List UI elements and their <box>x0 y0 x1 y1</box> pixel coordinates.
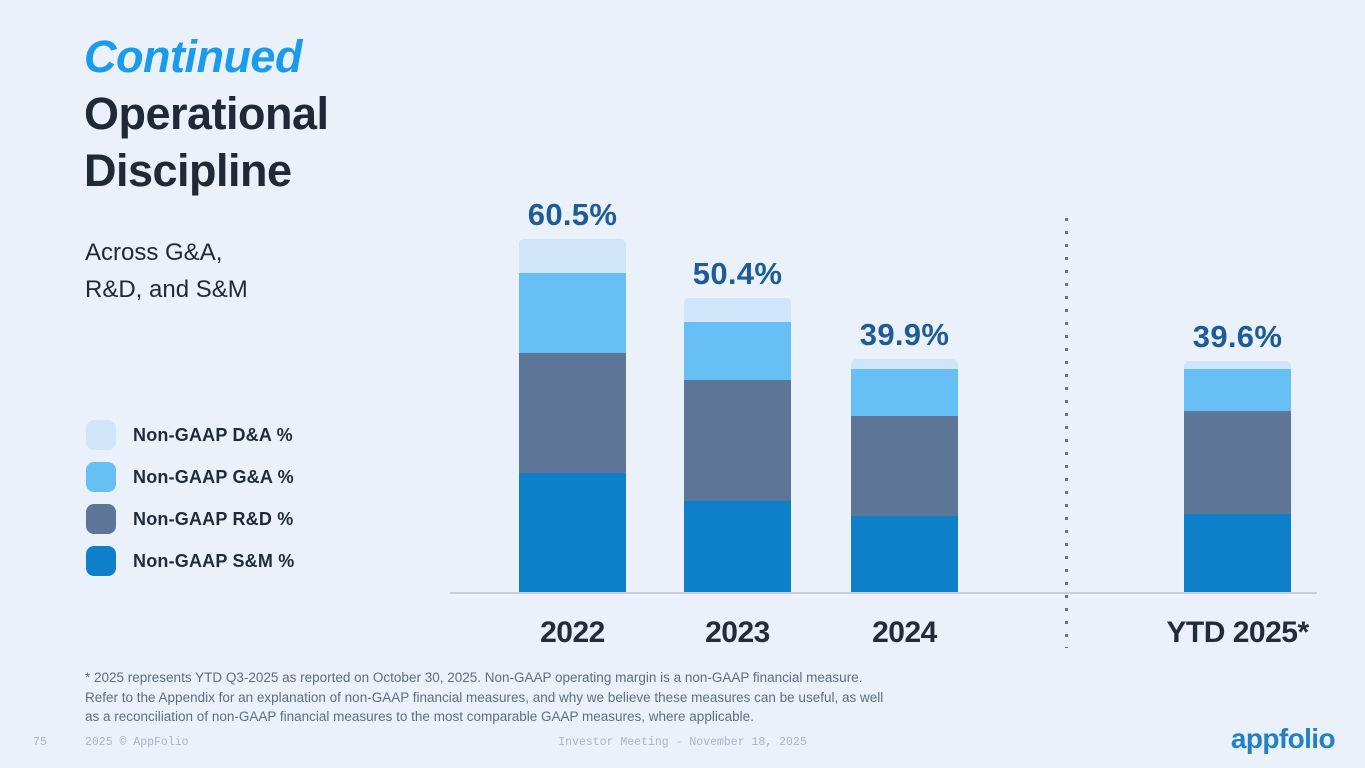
bar-segment <box>519 353 626 474</box>
bar-chart: 60.5% 2022 50.4% 2023 39.9% 2024 39.6% YTD 2025… <box>450 185 1355 665</box>
legend-swatch <box>86 462 116 492</box>
x-axis-category-label: 2024 <box>872 616 937 649</box>
subtitle: Across G&A, R&D, and S&M <box>85 234 248 308</box>
x-axis-category-label: YTD 2025* <box>1166 616 1309 649</box>
bar-segment <box>684 298 791 323</box>
bar-segment <box>1184 361 1291 369</box>
footnote: * 2025 represents YTD Q3-2025 as reporte… <box>85 668 883 727</box>
legend-label: Non-GAAP R&D % <box>133 508 294 529</box>
footer-center-text: Investor Meeting - November 18, 2025 <box>558 736 807 749</box>
bar-segment <box>684 501 791 592</box>
legend-label: Non-GAAP S&M % <box>133 550 295 571</box>
bar-segment <box>1184 411 1291 514</box>
bar-total-label: 50.4% <box>692 256 783 292</box>
footnote-line: Refer to the Appendix for an explanation… <box>85 689 884 705</box>
copyright: 2025 © AppFolio <box>85 736 189 749</box>
subtitle-line: R&D, and S&M <box>85 276 248 303</box>
title-line-operational: Operational <box>84 88 329 139</box>
legend-label: Non-GAAP D&A % <box>133 424 293 445</box>
legend-item: Non-GAAP S&M % <box>86 546 294 576</box>
bar-segment <box>851 359 958 369</box>
subtitle-line: Across G&A, <box>85 239 223 266</box>
footnote-line: as a reconciliation of non-GAAP financia… <box>85 709 754 724</box>
x-axis-category-label: 2023 <box>705 616 770 649</box>
bar-segment <box>519 239 626 273</box>
legend-label: Non-GAAP G&A % <box>133 466 294 487</box>
bar-segment <box>851 415 958 517</box>
footnote-line: * 2025 represents YTD Q3-2025 as reporte… <box>85 670 863 685</box>
bar-total-label: 39.6% <box>1192 319 1283 355</box>
legend-item: Non-GAAP R&D % <box>86 504 294 534</box>
legend-swatch <box>86 420 116 450</box>
bar-segment <box>519 473 626 592</box>
legend-item: Non-GAAP D&A % <box>86 420 294 450</box>
bar-segment <box>684 379 791 502</box>
bar-2024 <box>851 359 958 592</box>
legend-swatch <box>86 504 116 534</box>
bar-2023 <box>684 298 791 592</box>
bar-total-label: 39.9% <box>859 317 950 353</box>
legend-swatch <box>86 546 116 576</box>
bar-total-label: 60.5% <box>527 197 618 233</box>
bar-segment <box>1184 513 1291 592</box>
page-number: 75 <box>33 736 47 749</box>
legend-item: Non-GAAP G&A % <box>86 462 294 492</box>
x-axis-category-label: 2022 <box>540 616 605 649</box>
bar-segment <box>1184 368 1291 412</box>
title-line-continued: Continued <box>84 31 302 82</box>
bar-ytd-2025 <box>1184 361 1291 592</box>
bar-segment <box>851 368 958 416</box>
bar-segment <box>519 272 626 353</box>
bar-2022 <box>519 239 626 592</box>
x-axis-line <box>450 592 1317 594</box>
page-title: Continued Operational Discipline <box>84 28 329 199</box>
legend: Non-GAAP D&A % Non-GAAP G&A % Non-GAAP R&D… <box>86 420 294 576</box>
bar-segment <box>684 322 791 380</box>
bar-segment <box>851 516 958 592</box>
title-line-discipline: Discipline <box>84 145 292 196</box>
appfolio-logo: appfolio <box>1230 723 1336 754</box>
period-separator-dotted-line <box>1065 218 1068 648</box>
